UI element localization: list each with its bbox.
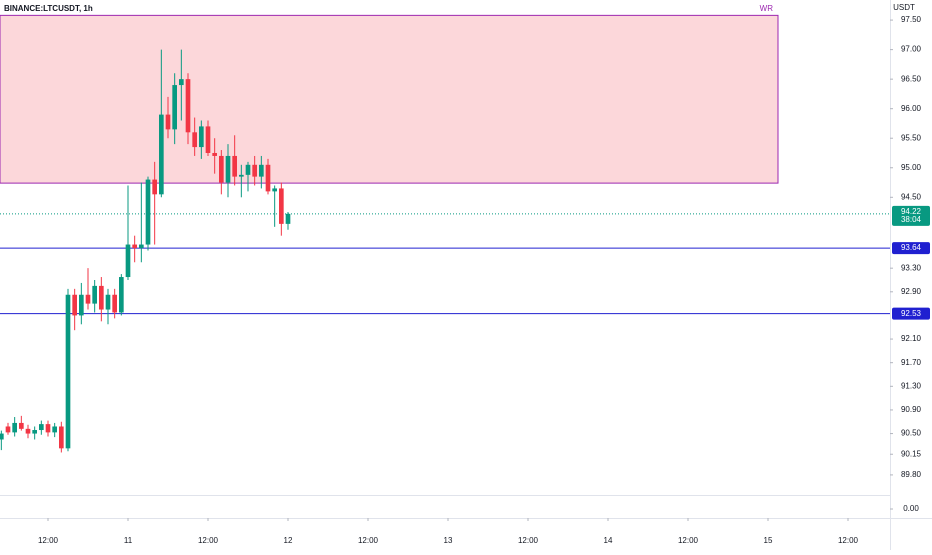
candle-body <box>252 164 257 177</box>
candle-body <box>79 294 84 316</box>
candle-body <box>139 244 144 249</box>
candle-body <box>119 277 124 313</box>
candle-body <box>265 164 271 192</box>
x-tick-label: 12:00 <box>678 536 699 545</box>
candle-body <box>185 79 191 133</box>
candle-body <box>25 428 31 434</box>
candle-body <box>172 85 177 130</box>
x-tick-label: 12:00 <box>838 536 859 545</box>
y-tick-label: 97.50 <box>901 15 922 24</box>
candle-body <box>219 155 224 183</box>
candle-body <box>279 188 284 224</box>
x-tick-label: 13 <box>444 536 453 545</box>
candle-body <box>239 174 244 177</box>
candle-body <box>39 424 44 431</box>
candle-body <box>99 285 104 310</box>
candle-body <box>0 433 4 440</box>
candle-body <box>259 164 264 177</box>
candle-body <box>45 424 51 433</box>
y-tick-label: 90.15 <box>901 449 922 458</box>
candle-body <box>72 294 77 316</box>
candle-body <box>52 426 57 433</box>
y-tick-label: 92.10 <box>901 334 922 343</box>
x-tick-label: 12:00 <box>518 536 539 545</box>
x-tick-label: 15 <box>764 536 773 545</box>
candle-body <box>59 426 64 449</box>
x-tick-label: 12:00 <box>198 536 219 545</box>
candle-body <box>272 188 277 192</box>
candle-body <box>105 294 111 310</box>
candle-body <box>145 179 151 245</box>
y-tick-label: 95.00 <box>901 163 922 172</box>
y-tick-label: 96.00 <box>901 104 922 113</box>
currency-label: USDT <box>893 3 915 12</box>
x-tick-label: 11 <box>124 536 133 545</box>
candle-body <box>32 430 37 434</box>
y-tick-label: 96.50 <box>901 74 922 83</box>
level-price-label: 92.53 <box>901 309 922 318</box>
y-tick-label: 90.90 <box>901 405 922 414</box>
candle-body <box>159 114 164 195</box>
x-tick-label: 14 <box>604 536 613 545</box>
supply-zone <box>0 14 779 184</box>
x-tick-label: 12:00 <box>38 536 59 545</box>
y-tick-label: 92.90 <box>901 287 922 296</box>
candle-body <box>85 294 91 304</box>
candle-body <box>212 152 217 156</box>
y-tick-label: 94.50 <box>901 192 922 201</box>
candle-body <box>225 155 231 183</box>
x-tick-label: 12 <box>284 536 293 545</box>
candle-body <box>199 126 204 148</box>
candle-body <box>232 155 237 177</box>
zone-label: WR <box>760 4 774 13</box>
y-tick-label: 90.50 <box>901 429 922 438</box>
candle-body <box>19 422 24 429</box>
candle-body <box>65 294 71 449</box>
candle-body <box>285 213 291 224</box>
last-price-tag <box>892 205 930 226</box>
candle-body <box>205 126 211 153</box>
x-tick-label: 12:00 <box>358 536 379 545</box>
last-price-label: 94.22 <box>901 207 922 216</box>
candle-body <box>165 114 171 130</box>
y-tick-label: 89.80 <box>901 470 922 479</box>
countdown-label: 38:04 <box>901 215 922 224</box>
candle-body <box>152 179 157 195</box>
candle-body <box>112 294 117 313</box>
candle-body <box>5 426 11 433</box>
y-tick-label: 91.70 <box>901 358 922 367</box>
candle-body <box>125 244 131 278</box>
candle-body <box>92 285 97 304</box>
level-price-tag <box>892 307 930 320</box>
y-tick-label: 91.30 <box>901 381 922 390</box>
y-tick-label: 95.50 <box>901 133 922 142</box>
level-price-tag <box>892 242 930 255</box>
level-price-label: 93.64 <box>901 243 922 252</box>
y-tick-label: 93.30 <box>901 263 922 272</box>
symbol-title: BINANCE:LTCUSDT, 1h <box>4 4 93 13</box>
candle-body <box>132 244 137 249</box>
candle-body <box>192 132 197 148</box>
y-tick-label: 97.00 <box>901 45 922 54</box>
candle-body <box>245 164 251 175</box>
candle-body <box>179 79 184 86</box>
candle-body <box>12 422 17 433</box>
lower-pane-tick-label: 0.00 <box>903 504 919 513</box>
